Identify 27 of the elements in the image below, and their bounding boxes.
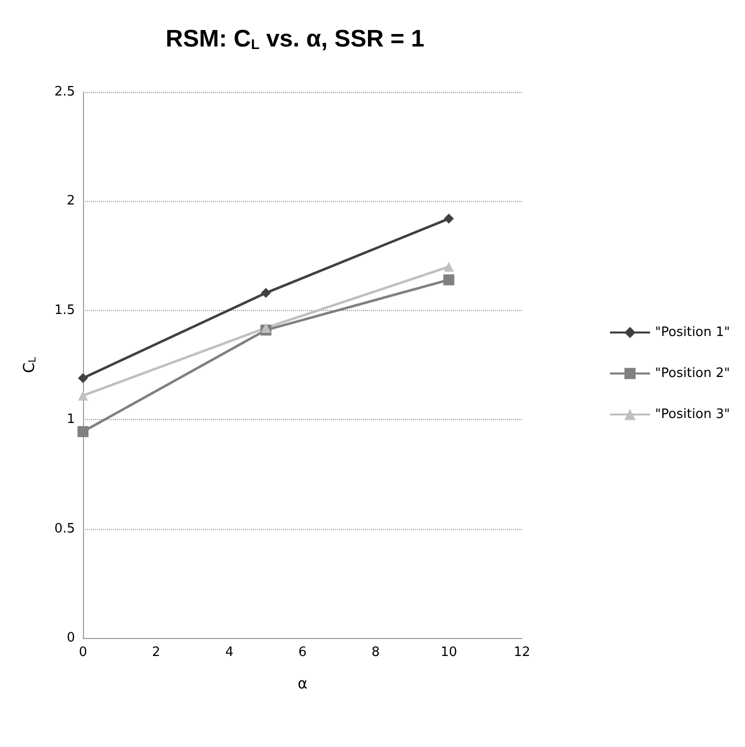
x-axis-title: α [298, 674, 308, 692]
x-tick-label: 6 [298, 645, 307, 660]
point [78, 373, 88, 384]
y-tick-label: 2 [66, 194, 75, 209]
point [260, 288, 271, 298]
point [444, 214, 454, 224]
y-tick-label: 0 [66, 630, 75, 646]
x-tick-label: 2 [152, 645, 160, 660]
point [444, 262, 454, 272]
x-tick-label: 4 [225, 645, 234, 660]
x-tick-label: 12 [514, 645, 530, 660]
point [78, 426, 88, 438]
y-tick-label: 1 [66, 412, 75, 428]
y-tick-label: 0.5 [54, 521, 75, 536]
x-tick-label: 10 [440, 645, 458, 660]
legend-label: "Position 3" [655, 407, 730, 422]
point [78, 390, 88, 401]
x-tick-label: 0 [78, 645, 88, 660]
y-tick-label: 2.5 [54, 84, 75, 100]
y-tick-label: 1.5 [54, 302, 75, 318]
point [443, 274, 454, 286]
legend-label: "Position 1" [655, 325, 730, 340]
chart-title: RSM: CL vs. α, SSR = 1 [166, 26, 424, 52]
legend-label: "Position 2" [655, 366, 730, 381]
point [260, 322, 271, 333]
y-axis-title: CL [20, 356, 38, 374]
x-tick-label: 8 [372, 645, 380, 660]
